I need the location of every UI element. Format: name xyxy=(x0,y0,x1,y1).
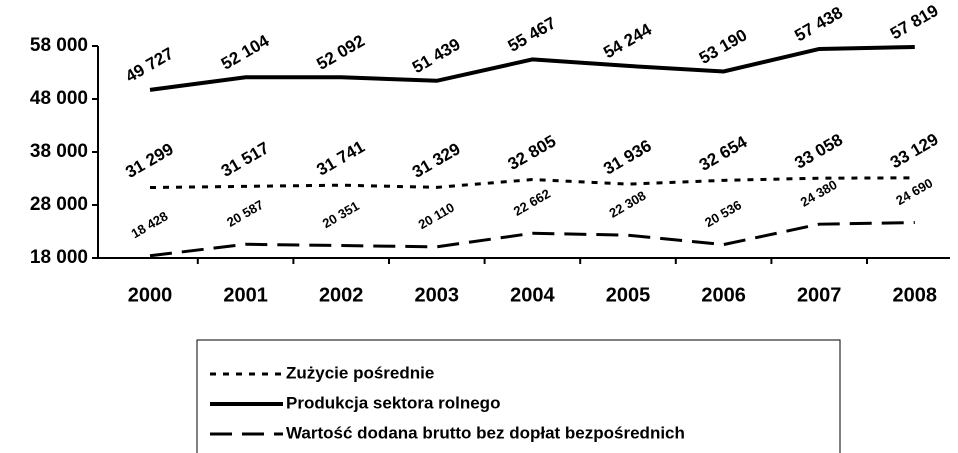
data-label: 57 819 xyxy=(887,1,942,43)
data-label: 22 308 xyxy=(606,188,648,221)
data-label: 33 129 xyxy=(887,130,942,172)
legend-label: Produkcja sektora rolnego xyxy=(286,393,500,412)
series-line xyxy=(149,44,915,92)
y-tick-label: 58 000 xyxy=(30,35,88,56)
x-tick-label: 2006 xyxy=(701,284,746,306)
y-tick-label: 48 000 xyxy=(30,88,88,109)
data-label: 20 587 xyxy=(224,197,266,230)
x-tick-label: 2003 xyxy=(415,284,460,306)
data-label: 32 805 xyxy=(505,131,560,173)
y-tick-label: 18 000 xyxy=(30,247,88,268)
data-label: 24 690 xyxy=(893,175,935,208)
x-tick-label: 2001 xyxy=(223,284,268,306)
series-line xyxy=(149,221,915,258)
legend-label: Zużycie pośrednie xyxy=(286,363,434,382)
legend-label: Wartość dodana brutto bez dopłat bezpośr… xyxy=(286,423,685,442)
series-line xyxy=(149,176,915,190)
data-label: 57 438 xyxy=(791,3,846,45)
y-tick-label: 28 000 xyxy=(30,194,88,215)
data-label: 20 351 xyxy=(320,198,362,231)
data-label: 31 329 xyxy=(409,139,464,181)
data-label: 54 244 xyxy=(600,20,655,63)
data-label: 32 654 xyxy=(696,132,751,175)
data-label: 22 662 xyxy=(511,186,553,219)
data-label: 20 536 xyxy=(702,197,744,230)
data-label: 24 380 xyxy=(798,177,840,210)
legend-box xyxy=(196,339,841,453)
data-label: 31 936 xyxy=(600,136,655,178)
data-label: 51 439 xyxy=(409,35,464,77)
data-label: 18 428 xyxy=(128,208,170,241)
data-label: 31 741 xyxy=(313,137,368,179)
data-label: 49 727 xyxy=(122,44,177,86)
data-label: 53 190 xyxy=(696,25,751,67)
x-tick-label: 2005 xyxy=(606,284,651,306)
y-tick-label: 38 000 xyxy=(30,141,88,162)
x-tick-label: 2002 xyxy=(319,284,364,306)
data-label: 31 517 xyxy=(218,138,273,180)
data-label: 55 467 xyxy=(505,13,560,55)
data-label: 52 104 xyxy=(218,31,273,74)
x-tick-label: 2004 xyxy=(510,284,555,306)
data-label: 31 299 xyxy=(122,139,177,181)
data-label: 33 058 xyxy=(791,130,846,172)
x-tick-label: 2000 xyxy=(128,284,173,306)
data-label: 20 110 xyxy=(416,200,457,233)
data-label: 52 092 xyxy=(313,31,368,73)
x-tick-label: 2007 xyxy=(797,284,842,306)
x-tick-label: 2008 xyxy=(893,284,938,306)
